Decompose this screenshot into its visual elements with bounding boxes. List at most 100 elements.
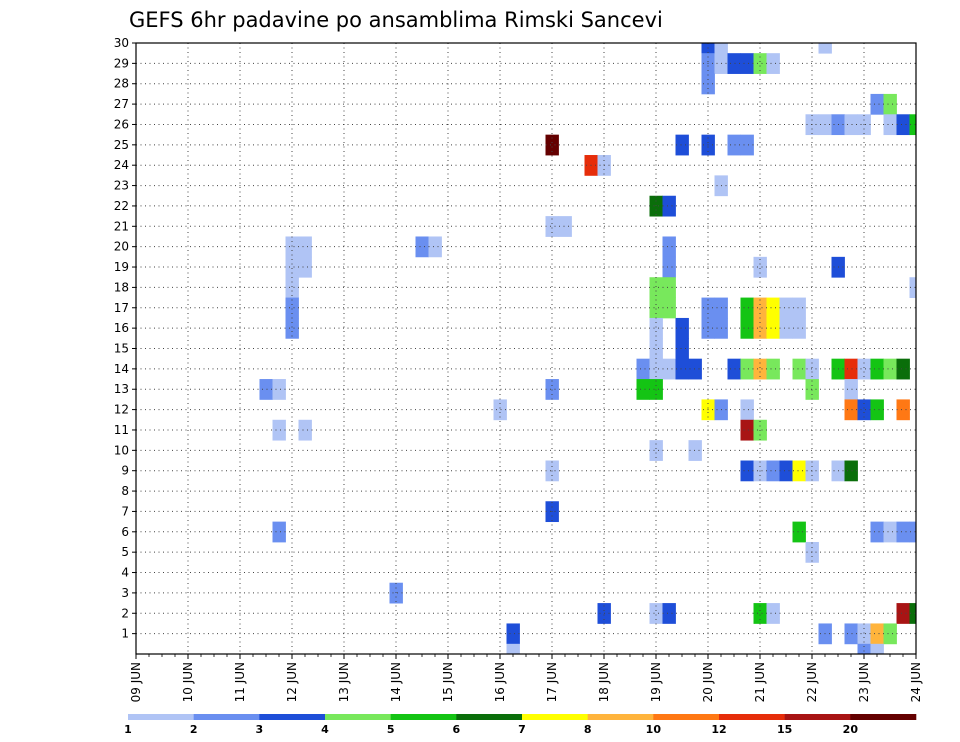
colorbar-label: 8 [584, 723, 592, 736]
heatmap-cell [545, 379, 559, 400]
x-tick-label: 23 JUN [857, 662, 871, 702]
heatmap-cell [844, 379, 858, 400]
colorbar-swatch [587, 714, 654, 720]
heatmap-cell [909, 521, 916, 543]
heatmap-cell [662, 358, 676, 380]
heatmap-cell [740, 399, 754, 421]
heatmap-cell [857, 358, 871, 380]
heatmap-cell [792, 460, 806, 482]
heatmap-cell [285, 297, 299, 319]
heatmap-cell [766, 603, 780, 624]
heatmap-cell [883, 93, 897, 115]
heatmap-cell [259, 379, 273, 400]
x-tick-label: 19 JUN [649, 662, 663, 702]
heatmap-cell [662, 277, 676, 298]
y-tick-label: 6 [121, 525, 129, 539]
colorbar-swatch [850, 714, 917, 720]
chart-title: GEFS 6hr padavine po ansamblima Rimski S… [129, 8, 663, 32]
heatmap-cell [298, 419, 312, 441]
y-tick-label: 29 [114, 56, 129, 70]
heatmap-cell [740, 317, 754, 339]
heatmap-cell [740, 419, 754, 441]
heatmap-cell [779, 460, 793, 482]
heatmap-cell [675, 134, 689, 156]
heatmap-cell [883, 358, 897, 380]
heatmap-cell [272, 419, 286, 441]
heatmap-cell [857, 399, 871, 421]
y-tick-label: 15 [114, 342, 129, 356]
y-tick-label: 23 [114, 179, 129, 193]
heatmap-cell [779, 317, 793, 339]
heatmap-cell [870, 643, 884, 654]
colorbar-label: 3 [256, 723, 264, 736]
x-tick-label: 14 JUN [389, 662, 403, 702]
heatmap-cell [753, 256, 767, 278]
y-tick-label: 17 [114, 301, 129, 315]
colorbar-swatch [128, 714, 194, 720]
x-tick-label: 16 JUN [493, 662, 507, 702]
heatmap-cell [649, 358, 663, 380]
heatmap-cell [662, 603, 676, 624]
heatmap-cell [688, 358, 702, 380]
y-tick-label: 21 [114, 219, 129, 233]
x-tick-label: 22 JUN [805, 662, 819, 702]
heatmap-cell [766, 317, 780, 339]
heatmap-cell [870, 399, 884, 421]
heatmap-cell [285, 256, 299, 278]
heatmap-cell [662, 236, 676, 258]
heatmap-cell [285, 236, 299, 258]
heatmap-cell [649, 338, 663, 360]
y-tick-label: 25 [114, 138, 129, 152]
heatmap-cell [740, 297, 754, 319]
y-tick-label: 19 [114, 260, 129, 274]
heatmap-cell [649, 297, 663, 319]
heatmap-cell [857, 623, 871, 645]
heatmap-cell [909, 277, 916, 298]
heatmap-cell [545, 134, 559, 156]
heatmap-cell [415, 236, 429, 258]
heatmap-cell [844, 358, 858, 380]
heatmap-cell [493, 399, 507, 421]
heatmap-cell [753, 603, 767, 624]
heatmap-cell [272, 521, 286, 543]
heatmap-cell [675, 358, 689, 380]
heatmap-cell [688, 440, 702, 461]
heatmap-cell [662, 256, 676, 278]
heatmap-cell [272, 379, 286, 400]
y-tick-label: 2 [121, 606, 129, 620]
heatmap-cell [753, 317, 767, 339]
heatmap-cell [844, 623, 858, 645]
y-tick-label: 18 [114, 280, 129, 294]
colorbar-label: 4 [321, 723, 329, 736]
heatmap-cell [805, 358, 819, 380]
heatmap-cell [298, 236, 312, 258]
heatmap-cell [766, 297, 780, 319]
heatmap-cell [389, 582, 403, 604]
y-tick-label: 9 [121, 464, 129, 478]
heatmap-cell [909, 603, 916, 624]
heatmap-cell [896, 114, 910, 136]
heatmap-cell [857, 643, 871, 654]
heatmap-cell [792, 317, 806, 339]
y-tick-label: 12 [114, 403, 129, 417]
y-tick-label: 16 [114, 321, 129, 335]
y-axis: 1234567891011121314151617181920212223242… [114, 36, 136, 641]
heatmap-cell [896, 399, 910, 421]
colorbar-swatch [719, 714, 785, 720]
heatmap-cell [558, 216, 572, 237]
colorbar-label: 12 [711, 723, 726, 736]
heatmap-cell [792, 297, 806, 319]
x-tick-label: 24 JUN [909, 662, 923, 702]
heatmap-cell [727, 134, 741, 156]
y-tick-label: 3 [121, 586, 129, 600]
heatmap-cell [428, 236, 442, 258]
heatmap-cell [714, 43, 728, 54]
y-tick-label: 8 [121, 484, 129, 498]
heatmap-cell [779, 297, 793, 319]
heatmap-cell [805, 379, 819, 400]
heatmap-cell [870, 623, 884, 645]
y-tick-label: 4 [121, 566, 129, 580]
y-tick-label: 30 [114, 36, 129, 50]
heatmap-cell [649, 317, 663, 339]
